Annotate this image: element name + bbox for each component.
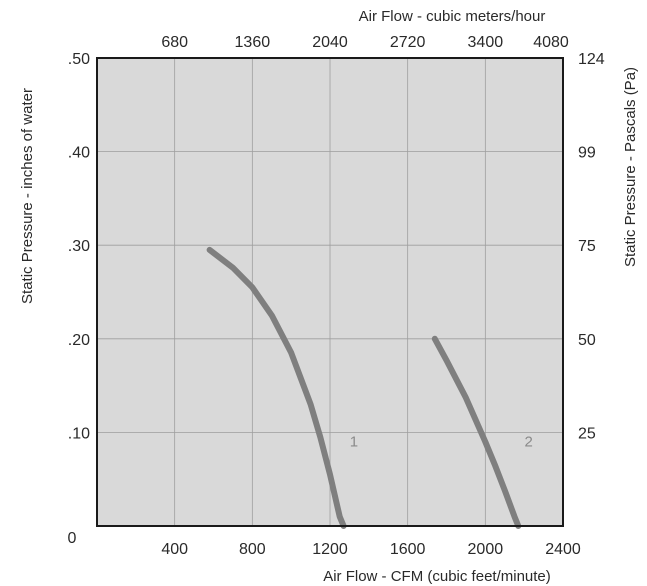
x-tick-label: 1600 <box>390 541 426 558</box>
x-tick-label: 2000 <box>468 541 504 558</box>
curve-label-2: 2 <box>524 433 532 450</box>
x-tick-label: 400 <box>161 541 188 558</box>
right-axis-title: Static Pressure - Pascals (Pa) <box>622 67 639 267</box>
x-tick-label: 2400 <box>545 541 581 558</box>
fan-curve-1 <box>206 246 347 529</box>
y-tick-label: .40 <box>68 145 90 162</box>
right-tick-label: 75 <box>578 238 596 255</box>
fan-curve-2 <box>431 335 522 529</box>
x-axis-title: Air Flow - CFM (cubic feet/minute) <box>323 568 551 585</box>
x-axis-ticks: 400 800 1200 1600 2000 2400 <box>161 541 581 558</box>
top-tick-label: 2720 <box>390 34 426 51</box>
right-tick-label: 50 <box>578 332 596 349</box>
y-tick-label: .10 <box>68 425 90 442</box>
top-axis-ticks: 680 1360 2040 2720 3400 4080 <box>161 34 569 51</box>
y-axis-ticks: 0 .10 .20 .30 .40 .50 <box>68 51 91 547</box>
right-tick-label: 99 <box>578 145 596 162</box>
y-tick-label: .30 <box>68 238 90 255</box>
x-tick-label: 800 <box>239 541 266 558</box>
curve-label-1: 1 <box>350 433 358 450</box>
right-tick-label: 124 <box>578 51 605 68</box>
top-tick-label: 3400 <box>468 34 504 51</box>
top-axis-title: Air Flow - cubic meters/hour <box>359 8 546 25</box>
right-axis-ticks: 25 50 75 99 124 <box>578 51 605 442</box>
plot-frame <box>96 57 564 527</box>
top-tick-label: 680 <box>161 34 188 51</box>
y-tick-label: .50 <box>68 51 90 68</box>
top-tick-label: 2040 <box>312 34 348 51</box>
top-tick-label: 1360 <box>235 34 271 51</box>
top-tick-label: 4080 <box>533 34 569 51</box>
y-tick-label: .20 <box>68 332 90 349</box>
right-tick-label: 25 <box>578 425 596 442</box>
y-tick-label: 0 <box>68 530 77 547</box>
x-tick-label: 1200 <box>312 541 348 558</box>
y-axis-title: Static Pressure - inches of water <box>19 88 36 304</box>
